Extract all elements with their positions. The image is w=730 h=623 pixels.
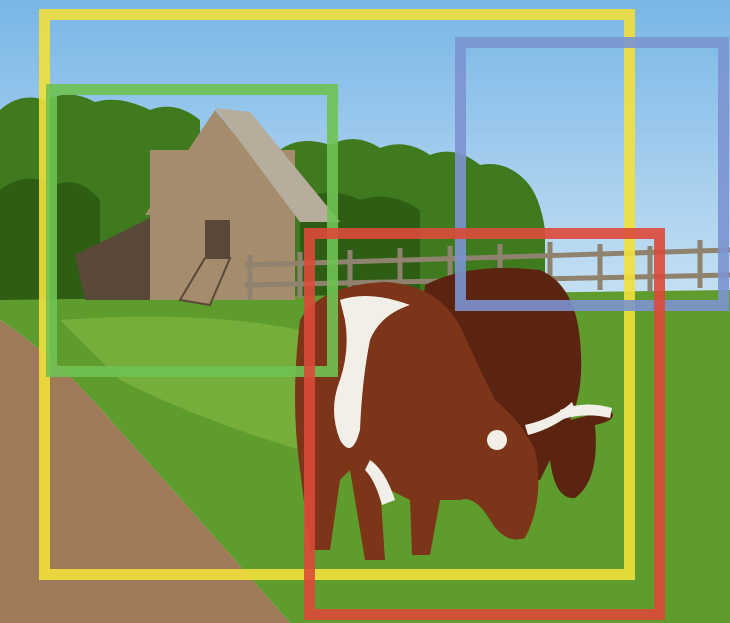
barn-roof: [215, 108, 340, 222]
barn-ramp: [178, 257, 232, 307]
grass-highlight: [60, 316, 300, 450]
barn-door: [205, 220, 230, 260]
barn: [75, 108, 340, 307]
front-cow-white-patch: [334, 296, 410, 448]
dirt-path: [0, 320, 290, 623]
front-cow: [295, 282, 575, 560]
front-cow-horn: [525, 402, 575, 435]
barn-left-shed: [75, 218, 160, 300]
barn-gable: [145, 110, 300, 215]
